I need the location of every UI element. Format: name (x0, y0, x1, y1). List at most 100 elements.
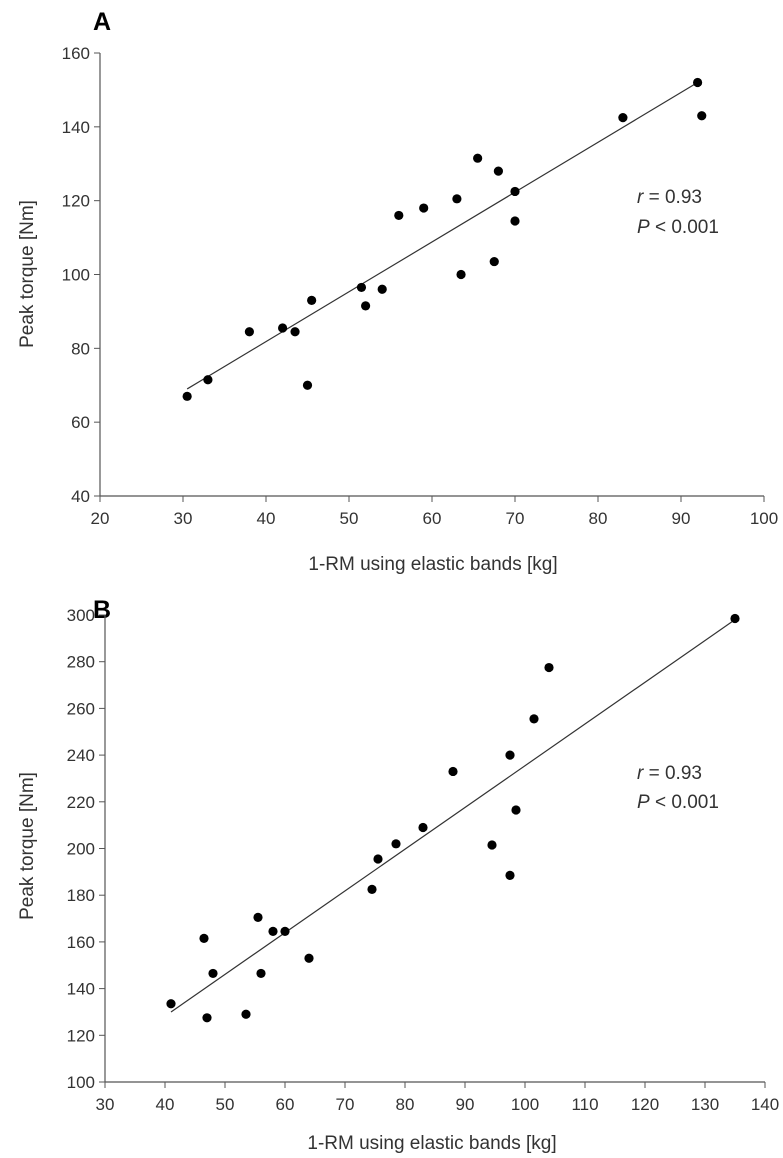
y-tick-label-b: 280 (67, 653, 95, 672)
trendline-a (186, 82, 698, 390)
panel-letter-b: B (93, 596, 111, 624)
data-point-a (356, 282, 367, 293)
data-point-b (505, 750, 515, 760)
x-tick-label-b: 90 (456, 1095, 475, 1114)
data-point-a (493, 166, 503, 176)
x-tick-label-b: 60 (276, 1095, 295, 1114)
y-axis-label-a: Peak torque [Nm] (17, 200, 38, 348)
data-point-a (456, 269, 466, 280)
y-tick-label-b: 100 (67, 1073, 95, 1092)
data-point-a (473, 153, 483, 163)
data-point-b (544, 662, 554, 673)
x-tick-label-b: 40 (156, 1095, 175, 1114)
y-tick-label-b: 260 (67, 699, 95, 718)
data-point-a (290, 327, 300, 337)
p-annotation-b: P < 0.001 (637, 792, 719, 813)
x-tick-label-a: 70 (506, 509, 525, 528)
data-point-b (505, 870, 515, 880)
x-tick-label-b: 110 (571, 1095, 598, 1114)
data-point-a (394, 210, 404, 221)
data-point-b (280, 926, 290, 936)
r-annotation-b: r = 0.93 (637, 763, 702, 784)
y-tick-label-a: 40 (71, 487, 90, 506)
panel-letter-a: A (93, 8, 111, 36)
data-point-a (302, 380, 313, 390)
data-point-b (367, 884, 377, 894)
data-point-a (307, 295, 317, 305)
y-tick-label-b: 120 (67, 1026, 95, 1045)
x-tick-label-b: 130 (691, 1095, 719, 1114)
data-point-a (697, 111, 707, 121)
data-point-b (208, 968, 218, 979)
y-tick-label-a: 140 (62, 118, 90, 137)
data-point-b (202, 1013, 212, 1023)
r-value-a: = 0.93 (649, 187, 702, 208)
y-tick-label-b: 300 (67, 606, 95, 625)
y-tick-label-a: 120 (62, 192, 90, 211)
p-value-b: < 0.001 (655, 792, 719, 813)
data-point-b (373, 854, 383, 864)
trendline-b (170, 619, 736, 1013)
x-tick-label-a: 100 (750, 509, 778, 528)
data-point-a (377, 284, 387, 294)
y-tick-label-b: 240 (67, 746, 95, 765)
x-tick-label-a: 90 (672, 509, 691, 528)
r-annotation-a: r = 0.93 (637, 187, 702, 208)
r-symbol-b: r (637, 763, 644, 784)
data-point-a (452, 194, 462, 204)
x-tick-label-b: 140 (751, 1095, 779, 1114)
data-point-b (511, 805, 521, 815)
data-point-a (510, 186, 520, 197)
y-axis-label-b: Peak torque [Nm] (17, 772, 38, 920)
y-tick-label-b: 220 (67, 793, 95, 812)
y-tick-label-a: 160 (62, 44, 90, 63)
y-tick-label-b: 160 (67, 933, 95, 952)
x-axis-label-a: 1-RM using elastic bands [kg] (308, 554, 557, 575)
p-value-a: < 0.001 (655, 217, 719, 238)
data-point-b (241, 1009, 251, 1019)
panel-b: B 1-RM using elastic bands [kg] Peak tor… (17, 596, 779, 1154)
x-tick-label-b: 70 (336, 1095, 355, 1114)
data-point-b (304, 953, 314, 963)
y-tick-label-b: 200 (67, 840, 95, 859)
r-value-b: = 0.93 (649, 763, 702, 784)
y-tick-label-a: 100 (62, 266, 90, 285)
data-point-b (529, 714, 539, 724)
x-tick-label-a: 60 (423, 509, 442, 528)
data-point-a (618, 113, 628, 123)
x-tick-label-a: 80 (589, 509, 608, 528)
data-point-a (489, 256, 499, 267)
data-point-a (419, 203, 429, 213)
p-annotation-a: P < 0.001 (637, 217, 719, 238)
data-point-b (418, 822, 428, 833)
x-tick-label-b: 30 (96, 1095, 115, 1114)
x-tick-label-a: 30 (174, 509, 193, 528)
data-point-a (510, 216, 520, 226)
data-point-b (199, 933, 209, 943)
data-point-a (278, 323, 288, 333)
x-tick-label-a: 50 (340, 509, 359, 528)
data-point-b (256, 968, 266, 979)
data-point-b (487, 840, 497, 850)
r-symbol-a: r (637, 187, 644, 208)
data-point-b (730, 613, 740, 624)
y-tick-label-b: 140 (67, 980, 95, 999)
y-tick-label-a: 80 (71, 339, 90, 358)
p-symbol-a: P (637, 217, 650, 238)
data-point-b (391, 839, 401, 849)
y-tick-label-b: 180 (67, 886, 95, 905)
data-point-a (244, 327, 254, 337)
x-tick-label-b: 100 (511, 1095, 539, 1114)
data-point-b (253, 912, 263, 922)
p-symbol-b: P (637, 792, 650, 813)
x-tick-label-a: 20 (91, 509, 110, 528)
data-point-b (268, 926, 278, 936)
y-tick-label-a: 60 (71, 413, 90, 432)
x-tick-label-b: 50 (216, 1095, 235, 1114)
data-point-b (166, 999, 176, 1009)
x-tick-label-b: 80 (396, 1095, 415, 1114)
x-tick-label-b: 120 (631, 1095, 659, 1114)
x-axis-label-b: 1-RM using elastic bands [kg] (307, 1133, 556, 1154)
data-point-a (693, 77, 703, 88)
